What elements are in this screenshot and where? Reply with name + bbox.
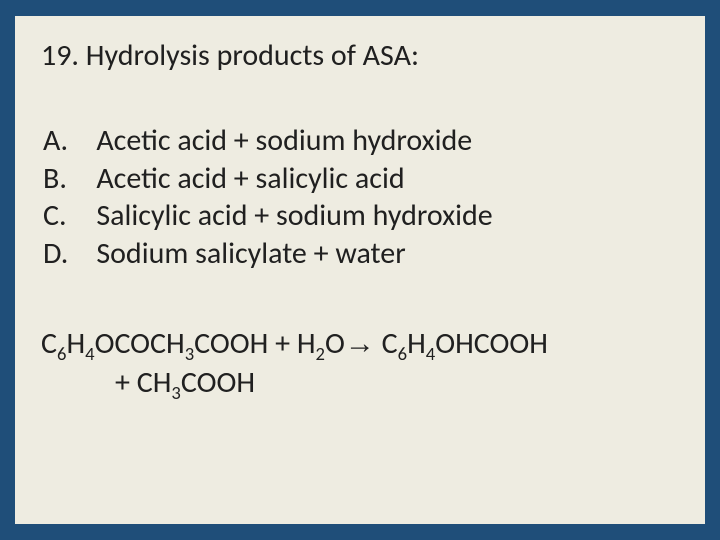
option-text: Acetic acid + sodium hydroxide bbox=[96, 122, 492, 160]
option-row: B.Acetic acid + salicylic acid bbox=[43, 160, 493, 198]
options-list: A.Acetic acid + sodium hydroxideB.Acetic… bbox=[43, 122, 493, 272]
option-letter: A. bbox=[43, 122, 96, 160]
equation-line-2: + CH3COOH bbox=[41, 363, 679, 402]
question-title: 19. Hydrolysis products of ASA: bbox=[41, 38, 679, 74]
slide: 19. Hydrolysis products of ASA: A.Acetic… bbox=[15, 16, 705, 524]
option-row: A.Acetic acid + sodium hydroxide bbox=[43, 122, 493, 160]
equation: C6H4OCOCH3COOH + H2O→ C6H4OHCOOH + CH3CO… bbox=[41, 324, 679, 402]
option-text: Sodium salicylate + water bbox=[96, 235, 492, 273]
equation-line-1: C6H4OCOCH3COOH + H2O→ C6H4OHCOOH bbox=[41, 325, 548, 362]
option-text: Acetic acid + salicylic acid bbox=[96, 160, 492, 198]
question-number: 19. bbox=[41, 37, 79, 74]
option-letter: C. bbox=[43, 197, 96, 235]
question-text: Hydrolysis products of ASA: bbox=[86, 37, 419, 74]
option-row: C.Salicylic acid + sodium hydroxide bbox=[43, 197, 493, 235]
option-letter: B. bbox=[43, 160, 96, 198]
option-text: Salicylic acid + sodium hydroxide bbox=[96, 197, 492, 235]
option-letter: D. bbox=[43, 235, 96, 273]
option-row: D.Sodium salicylate + water bbox=[43, 235, 493, 273]
